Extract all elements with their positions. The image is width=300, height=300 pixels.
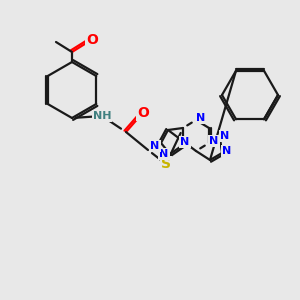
Text: O: O — [86, 33, 98, 47]
Text: N: N — [180, 137, 190, 147]
Text: NH: NH — [93, 111, 111, 121]
Text: S: S — [161, 157, 171, 171]
Text: N: N — [196, 113, 206, 123]
Text: N: N — [209, 136, 219, 146]
Text: N: N — [222, 146, 232, 156]
Text: N: N — [150, 141, 160, 151]
Text: N: N — [220, 131, 230, 141]
Text: N: N — [159, 149, 169, 159]
Text: O: O — [137, 106, 149, 120]
